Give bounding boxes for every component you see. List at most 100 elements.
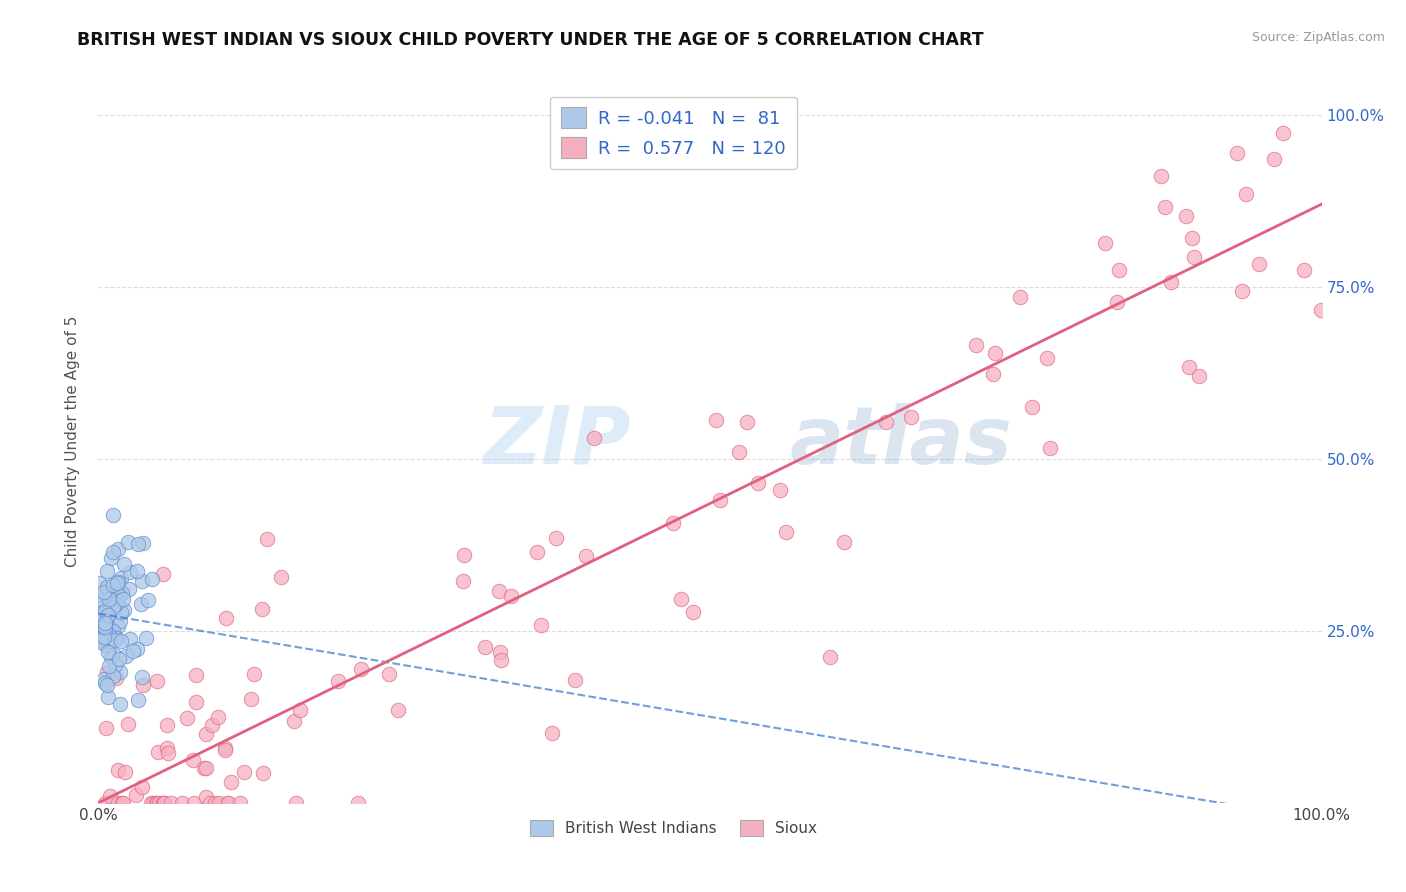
Point <box>94 604 117 618</box>
Point <box>93 585 115 599</box>
Point <box>214 740 236 755</box>
Point <box>103 648 125 662</box>
Point <box>90 633 112 648</box>
Point <box>101 624 124 639</box>
Point <box>284 796 307 810</box>
Point <box>965 338 987 352</box>
Point <box>219 775 242 789</box>
Point <box>172 796 194 810</box>
Point <box>111 586 134 600</box>
Point <box>89 610 111 624</box>
Point <box>195 790 218 805</box>
Legend: British West Indians, Sioux: British West Indians, Sioux <box>524 814 823 842</box>
Point <box>142 796 165 810</box>
Point <box>1150 169 1173 184</box>
Point <box>94 676 117 690</box>
Point <box>132 678 155 692</box>
Point <box>671 592 693 607</box>
Point <box>818 649 841 664</box>
Point <box>131 574 153 588</box>
Point <box>157 746 180 760</box>
Point <box>152 796 174 810</box>
Point <box>326 673 349 688</box>
Point <box>96 677 118 691</box>
Point <box>112 603 135 617</box>
Point <box>120 565 142 579</box>
Point <box>176 711 198 725</box>
Point <box>104 632 127 647</box>
Point <box>125 564 148 578</box>
Point <box>107 574 129 589</box>
Point <box>103 591 125 606</box>
Point <box>900 409 922 424</box>
Point <box>270 570 292 584</box>
Point <box>489 653 512 667</box>
Point <box>378 667 401 681</box>
Point <box>87 606 110 620</box>
Point <box>117 717 139 731</box>
Point <box>105 672 128 686</box>
Point <box>156 741 179 756</box>
Point <box>474 640 496 654</box>
Point <box>488 644 510 658</box>
Point <box>96 665 118 679</box>
Point <box>101 669 124 683</box>
Point <box>153 796 176 810</box>
Point <box>97 591 120 606</box>
Point <box>195 727 218 741</box>
Point <box>1021 400 1043 414</box>
Point <box>104 597 127 611</box>
Point <box>526 545 548 559</box>
Point <box>146 674 169 689</box>
Point <box>541 726 564 740</box>
Point <box>186 695 208 709</box>
Point <box>108 614 131 628</box>
Point <box>214 743 236 757</box>
Point <box>97 690 120 705</box>
Point <box>290 703 312 717</box>
Point <box>1226 146 1249 161</box>
Point <box>682 606 704 620</box>
Point <box>127 693 149 707</box>
Point <box>91 589 114 603</box>
Point <box>194 761 217 775</box>
Point <box>107 618 129 632</box>
Point <box>201 718 224 732</box>
Point <box>983 346 1005 360</box>
Point <box>193 761 215 775</box>
Point <box>118 632 141 647</box>
Point <box>181 753 204 767</box>
Point <box>1232 285 1254 299</box>
Point <box>97 645 120 659</box>
Point <box>1094 236 1116 251</box>
Point <box>90 634 112 648</box>
Point <box>1010 291 1032 305</box>
Point <box>387 703 409 717</box>
Point <box>1181 230 1204 244</box>
Point <box>499 589 522 603</box>
Point <box>141 796 163 810</box>
Point <box>875 415 897 429</box>
Point <box>96 608 118 623</box>
Point <box>101 578 124 592</box>
Point <box>242 666 264 681</box>
Point <box>252 765 274 780</box>
Point <box>832 535 855 549</box>
Text: atlas: atlas <box>790 402 1012 481</box>
Point <box>1107 294 1129 309</box>
Point <box>217 796 239 810</box>
Point <box>100 622 122 636</box>
Y-axis label: Child Poverty Under the Age of 5: Child Poverty Under the Age of 5 <box>65 316 80 567</box>
Point <box>131 780 153 794</box>
Point <box>97 607 120 622</box>
Point <box>546 532 568 546</box>
Point <box>94 796 117 810</box>
Point <box>110 634 132 648</box>
Point <box>132 536 155 550</box>
Point <box>91 619 114 633</box>
Point <box>350 662 373 676</box>
Point <box>98 634 121 648</box>
Point <box>129 597 152 611</box>
Point <box>107 593 129 607</box>
Point <box>575 549 598 563</box>
